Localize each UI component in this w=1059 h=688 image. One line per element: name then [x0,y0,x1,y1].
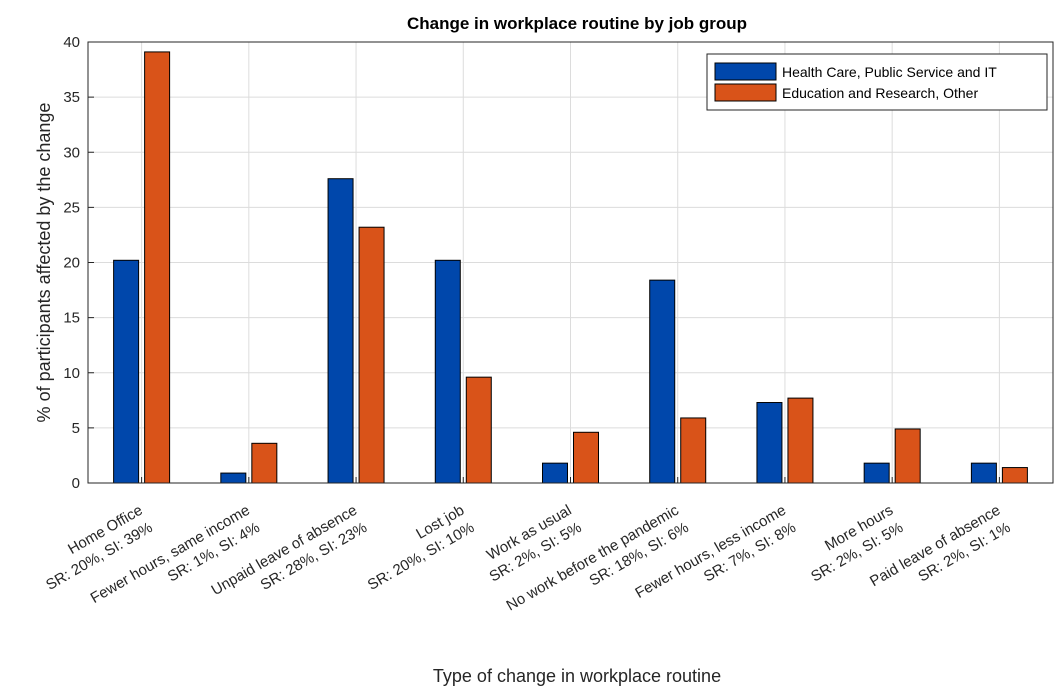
y-tick-label: 20 [63,255,80,272]
y-axis-label: % of participants affected by the change [34,103,54,423]
y-tick-label: 5 [72,420,80,437]
grid-lines [88,41,1053,484]
bar [542,462,568,484]
bar [1001,467,1028,484]
bar [434,259,461,484]
bar [144,51,171,484]
bars [113,51,1028,484]
y-tick-label: 40 [63,34,80,51]
y-axis-ticks: 0 5 10 15 20 25 30 35 40 [63,34,94,492]
chart-title: Change in workplace routine by job group [407,14,747,33]
y-tick-label: 10 [63,365,80,382]
bar [113,259,140,484]
bar [863,462,890,484]
bar [327,178,354,484]
y-tick-label: 30 [63,144,80,161]
bar [573,431,599,484]
legend-box [706,53,1048,111]
legend-swatch [714,83,777,102]
bar [649,279,676,484]
y-tick-label: 25 [63,199,80,216]
bar [358,226,385,484]
legend-swatch [714,62,777,81]
bar [220,472,247,484]
x-axis-label: Type of change in workplace routine [433,666,721,686]
bar [680,417,707,484]
y-tick-label: 35 [63,89,80,106]
bar [787,397,814,484]
legend-label: Education and Research, Other [782,85,978,101]
bar [465,376,492,484]
legend-label: Health Care, Public Service and IT [782,64,997,80]
bar [894,428,921,484]
y-tick-label: 0 [72,475,80,492]
y-tick-label: 15 [63,310,80,327]
bar [970,462,997,484]
legend: Health Care, Public Service and IT Educat… [706,53,1048,111]
bar [756,402,783,484]
bar [251,442,278,484]
